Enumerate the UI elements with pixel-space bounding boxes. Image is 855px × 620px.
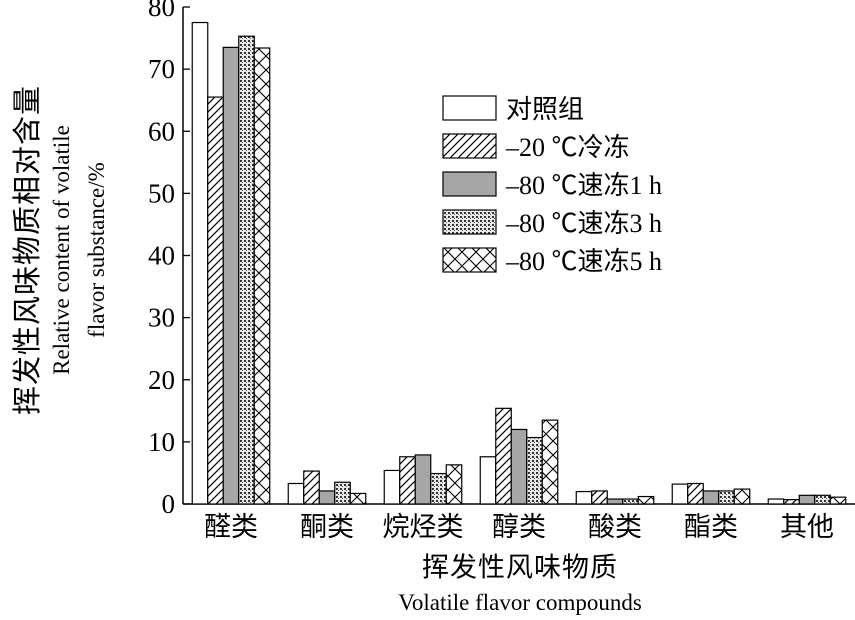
bar-6-series-2	[687, 482, 704, 505]
bar-1-series-4	[238, 35, 255, 505]
bar-2-series-1	[287, 482, 305, 505]
bar-6-series-1	[671, 483, 689, 505]
y-tick-label: 20	[148, 365, 175, 395]
legend-label-3: –80 ℃速冻1 h	[505, 171, 662, 200]
y-tick-label: 60	[148, 116, 175, 146]
bar-4-series-2	[495, 407, 512, 505]
bar-7-series-5	[829, 496, 847, 505]
bar-7-series-3	[798, 494, 816, 505]
bar-6-series-4	[718, 490, 735, 505]
x-axis-title-en: Volatile flavor compounds	[398, 590, 642, 615]
legend-label-2: –20 ℃冷冻	[505, 133, 630, 162]
x-tick-label: 其他	[780, 512, 834, 543]
legend-swatch-4	[442, 209, 497, 235]
y-tick-label: 0	[162, 489, 176, 519]
bar-3-series-2	[399, 456, 416, 505]
x-tick-label: 烷烃类	[383, 512, 464, 543]
bar-5-series-1	[575, 490, 593, 505]
bar-4-series-4	[526, 436, 543, 505]
bar-2-series-5	[349, 492, 367, 505]
bar-2-series-3	[318, 490, 336, 505]
y-tick-label: 50	[148, 178, 175, 208]
y-tick-label: 70	[148, 54, 175, 84]
bar-3-series-5	[445, 464, 463, 505]
legend-swatch-2	[442, 133, 497, 159]
bar-4-series-5	[541, 419, 559, 505]
x-tick-label: 酯类	[684, 512, 738, 543]
bar-6-series-3	[702, 490, 720, 505]
x-axis-title-cn: 挥发性风味物质	[422, 552, 618, 583]
y-tick-label: 10	[148, 427, 175, 457]
legend-swatch-5	[442, 247, 497, 273]
bar-3-series-1	[383, 469, 401, 505]
bar-1-series-3	[222, 46, 240, 505]
bar-3-series-4	[430, 472, 447, 505]
x-tick-label: 醛类	[204, 512, 258, 543]
bar-4-series-3	[510, 428, 528, 505]
bar-2-series-4	[334, 481, 351, 505]
bar-3-series-3	[414, 454, 432, 505]
y-tick-label: 30	[148, 303, 175, 333]
bar-1-series-5	[253, 47, 271, 505]
legend-label-4: –80 ℃速冻3 h	[505, 209, 662, 238]
x-tick-label: 醇类	[492, 512, 546, 543]
bar-5-series-4	[622, 498, 639, 505]
bar-5-series-5	[637, 495, 655, 505]
bar-7-series-2	[783, 499, 800, 505]
bar-1-series-1	[191, 21, 209, 505]
y-tick-label: 80	[148, 0, 175, 22]
bar-2-series-2	[303, 470, 320, 505]
x-tick-label: 酸类	[588, 512, 642, 543]
x-tick-label: 酮类	[300, 512, 354, 543]
legend-swatch-1	[442, 95, 497, 121]
legend-swatch-3	[442, 171, 497, 197]
bar-7-series-4	[814, 494, 831, 505]
bar-7-series-1	[767, 498, 785, 505]
y-tick-label: 40	[148, 241, 175, 271]
bar-5-series-3	[606, 498, 624, 505]
bar-4-series-1	[479, 456, 497, 505]
bar-1-series-2	[207, 96, 224, 505]
legend-label-1: 对照组	[506, 95, 584, 124]
legend-label-5: –80 ℃速冻5 h	[505, 247, 662, 276]
bar-6-series-5	[733, 488, 751, 505]
bar-5-series-2	[591, 490, 608, 505]
